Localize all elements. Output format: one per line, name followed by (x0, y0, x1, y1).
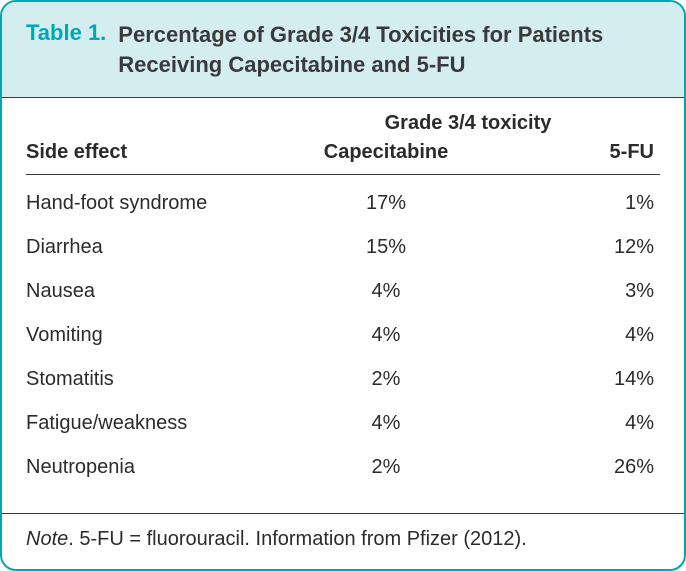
table-rows: Hand-foot syndrome 17% 1% Diarrhea 15% 1… (26, 181, 660, 513)
footnote-label: Note (26, 528, 68, 550)
cell-5fu: 14% (496, 368, 660, 391)
superheader-label: Grade 3/4 toxicity (276, 112, 660, 135)
cell-capecitabine: 4% (276, 280, 496, 303)
column-header-capecitabine: Capecitabine (276, 141, 496, 164)
table-row: Diarrhea 15% 12% (26, 225, 660, 269)
cell-5fu: 4% (496, 324, 660, 347)
cell-capecitabine: 17% (276, 192, 496, 215)
cell-capecitabine: 2% (276, 456, 496, 479)
cell-5fu: 26% (496, 456, 660, 479)
cell-side-effect: Nausea (26, 280, 276, 303)
cell-side-effect: Neutropenia (26, 456, 276, 479)
cell-side-effect: Vomiting (26, 324, 276, 347)
table-header: Table 1. Percentage of Grade 3/4 Toxicit… (2, 2, 684, 98)
cell-capecitabine: 4% (276, 324, 496, 347)
cell-side-effect: Stomatitis (26, 368, 276, 391)
cell-5fu: 3% (496, 280, 660, 303)
column-header-5fu: 5-FU (496, 141, 660, 164)
cell-side-effect: Diarrhea (26, 236, 276, 259)
table-row: Fatigue/weakness 4% 4% (26, 401, 660, 445)
cell-capecitabine: 15% (276, 236, 496, 259)
table-label: Table 1. (26, 20, 106, 46)
cell-side-effect: Hand-foot syndrome (26, 192, 276, 215)
column-header-side-effect: Side effect (26, 141, 276, 164)
table-body: Grade 3/4 toxicity Side effect Capecitab… (2, 98, 684, 513)
table-header-row: Table 1. Percentage of Grade 3/4 Toxicit… (26, 20, 660, 79)
cell-capecitabine: 4% (276, 412, 496, 435)
table-row: Neutropenia 2% 26% (26, 445, 660, 489)
table-card: Table 1. Percentage of Grade 3/4 Toxicit… (0, 0, 686, 571)
table-row: Hand-foot syndrome 17% 1% (26, 181, 660, 225)
table-footnote: Note. 5-FU = fluorouracil. Information f… (2, 513, 684, 569)
table-column-header-row: Side effect Capecitabine 5-FU (26, 141, 660, 175)
table-row: Stomatitis 2% 14% (26, 357, 660, 401)
cell-side-effect: Fatigue/weakness (26, 412, 276, 435)
table-superheader-row: Grade 3/4 toxicity (26, 112, 660, 135)
cell-5fu: 12% (496, 236, 660, 259)
cell-5fu: 1% (496, 192, 660, 215)
superheader-spacer (26, 112, 276, 135)
table-title: Percentage of Grade 3/4 Toxicities for P… (118, 20, 660, 79)
footnote-text: . 5-FU = fluorouracil. Information from … (68, 528, 527, 550)
cell-5fu: 4% (496, 412, 660, 435)
table-row: Vomiting 4% 4% (26, 313, 660, 357)
cell-capecitabine: 2% (276, 368, 496, 391)
table-row: Nausea 4% 3% (26, 269, 660, 313)
